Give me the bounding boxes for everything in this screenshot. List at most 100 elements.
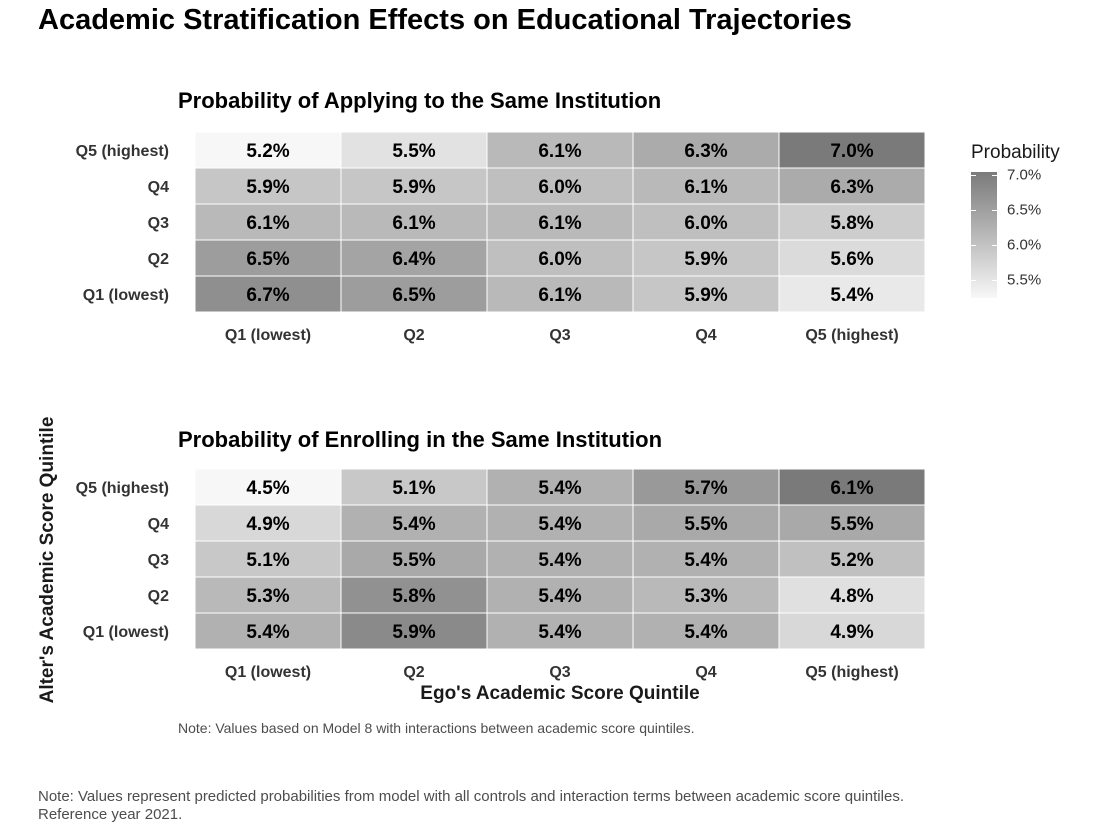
cell-value-label: 6.0% xyxy=(538,177,581,198)
cell-value-label: 5.9% xyxy=(684,285,727,306)
heatmap-cell-r3-c2 xyxy=(486,576,634,614)
cell-value-label: 6.0% xyxy=(684,213,727,234)
panel-title-1: Probability of Enrolling in the Same Ins… xyxy=(178,427,662,452)
cell-value-label: 5.4% xyxy=(392,514,435,535)
heatmap-cell-r2-c4 xyxy=(778,540,926,578)
x-tick-label: Q4 xyxy=(695,664,716,681)
cell-value-label: 5.4% xyxy=(684,622,727,643)
heatmap-cell-r3-c1 xyxy=(340,576,488,614)
heatmap-cell-r0-c2 xyxy=(486,131,634,169)
cell-value-label: 6.1% xyxy=(538,213,581,234)
footnote: Note: Values represent predicted probabi… xyxy=(38,788,904,824)
cell-value-label: 6.1% xyxy=(538,141,581,162)
heatmap-cell-r1-c2 xyxy=(486,167,634,205)
heatmap-cell-r3-c3 xyxy=(632,239,780,277)
cell-value-label: 5.2% xyxy=(830,550,873,571)
cell-value-label: 5.4% xyxy=(538,550,581,571)
cell-value-label: 5.9% xyxy=(684,249,727,270)
cell-value-label: 5.9% xyxy=(392,177,435,198)
legend-tick-mark xyxy=(992,175,997,176)
cell-value-label: 6.5% xyxy=(392,285,435,306)
heatmap-cell-r0-c1 xyxy=(340,468,488,506)
legend-tick-label: 5.5% xyxy=(1007,271,1042,289)
footnote-line-1: Note: Values represent predicted probabi… xyxy=(38,788,904,805)
cell-value-label: 5.4% xyxy=(538,478,581,499)
heatmap-cell-r2-c0 xyxy=(194,540,342,578)
panel-note: Note: Values based on Model 8 with inter… xyxy=(178,720,695,736)
legend-tick-mark xyxy=(992,245,997,246)
x-tick-label: Q2 xyxy=(403,327,424,344)
y-tick-label: Q1 (lowest) xyxy=(83,287,169,304)
heatmap-cell-r4-c1 xyxy=(340,275,488,313)
legend-tick-label: 6.0% xyxy=(1007,236,1042,254)
panel-title-0: Probability of Applying to the Same Inst… xyxy=(178,88,661,113)
x-tick-label: Q2 xyxy=(403,664,424,681)
heatmap-cell-r4-c0 xyxy=(194,612,342,650)
cell-value-label: 5.4% xyxy=(684,550,727,571)
x-tick-label: Q4 xyxy=(695,327,716,344)
legend-tick-mark xyxy=(992,280,997,281)
heatmap-cell-r0-c4 xyxy=(778,468,926,506)
cell-value-label: 5.8% xyxy=(830,213,873,234)
cell-value-label: 6.3% xyxy=(684,141,727,162)
x-tick-label: Q5 (highest) xyxy=(805,327,898,344)
footnote-line-2: Reference year 2021. xyxy=(38,806,183,823)
cell-value-label: 5.4% xyxy=(538,586,581,607)
heatmap-cell-r0-c0 xyxy=(194,131,342,169)
heatmap-cell-r3-c2 xyxy=(486,239,634,277)
heatmap-cell-r0-c2 xyxy=(486,468,634,506)
x-tick-label: Q3 xyxy=(549,327,570,344)
cell-value-label: 5.3% xyxy=(684,586,727,607)
heatmap-cell-r2-c1 xyxy=(340,540,488,578)
x-axis-label: Ego's Academic Score Quintile xyxy=(420,683,700,704)
heatmap-cell-r4-c0 xyxy=(194,275,342,313)
x-tick-label: Q3 xyxy=(549,664,570,681)
cell-value-label: 5.1% xyxy=(246,550,289,571)
legend-tick-mark xyxy=(971,245,976,246)
heatmap-enrolling: Probability of Enrolling in the Same Ins… xyxy=(76,427,926,681)
legend-tick-mark xyxy=(971,175,976,176)
heatmap-cell-r3-c4 xyxy=(778,576,926,614)
y-tick-label: Q3 xyxy=(148,552,169,569)
x-tick-label: Q5 (highest) xyxy=(805,664,898,681)
cell-value-label: 5.4% xyxy=(538,514,581,535)
cell-value-label: 6.1% xyxy=(830,478,873,499)
y-tick-label: Q2 xyxy=(148,251,169,268)
heatmap-cell-r4-c2 xyxy=(486,275,634,313)
cell-value-label: 5.1% xyxy=(392,478,435,499)
heatmap-cell-r0-c1 xyxy=(340,131,488,169)
cell-value-label: 5.4% xyxy=(538,622,581,643)
legend-tick-mark xyxy=(971,280,976,281)
cell-value-label: 6.7% xyxy=(246,285,289,306)
cell-value-label: 5.9% xyxy=(246,177,289,198)
y-tick-label: Q4 xyxy=(148,516,169,533)
y-tick-label: Q2 xyxy=(148,588,169,605)
cell-value-label: 6.3% xyxy=(830,177,873,198)
cell-value-label: 5.5% xyxy=(392,550,435,571)
cell-value-label: 5.2% xyxy=(246,141,289,162)
heatmap-cell-r1-c4 xyxy=(778,167,926,205)
heatmap-cell-r4-c3 xyxy=(632,612,780,650)
cell-value-label: 4.9% xyxy=(830,622,873,643)
heatmap-cell-r1-c0 xyxy=(194,167,342,205)
cell-value-label: 6.0% xyxy=(538,249,581,270)
cell-value-label: 6.5% xyxy=(246,249,289,270)
legend-tick-label: 6.5% xyxy=(1007,201,1042,219)
cell-value-label: 4.9% xyxy=(246,514,289,535)
heatmap-cell-r3-c1 xyxy=(340,239,488,277)
heatmap-cell-r3-c0 xyxy=(194,239,342,277)
cell-value-label: 4.8% xyxy=(830,586,873,607)
legend-title: Probability xyxy=(971,142,1060,163)
cell-value-label: 5.7% xyxy=(684,478,727,499)
cell-value-label: 4.5% xyxy=(246,478,289,499)
legend-tick-mark xyxy=(992,210,997,211)
cell-value-label: 7.0% xyxy=(830,141,873,162)
y-tick-label: Q1 (lowest) xyxy=(83,624,169,641)
cell-value-label: 5.8% xyxy=(392,586,435,607)
heatmap-cell-r3-c4 xyxy=(778,239,926,277)
heatmap-cell-r1-c0 xyxy=(194,504,342,542)
main-title: Academic Stratification Effects on Educa… xyxy=(38,4,852,36)
heatmap-cell-r4-c1 xyxy=(340,612,488,650)
cell-value-label: 5.9% xyxy=(392,622,435,643)
cell-value-label: 6.1% xyxy=(684,177,727,198)
